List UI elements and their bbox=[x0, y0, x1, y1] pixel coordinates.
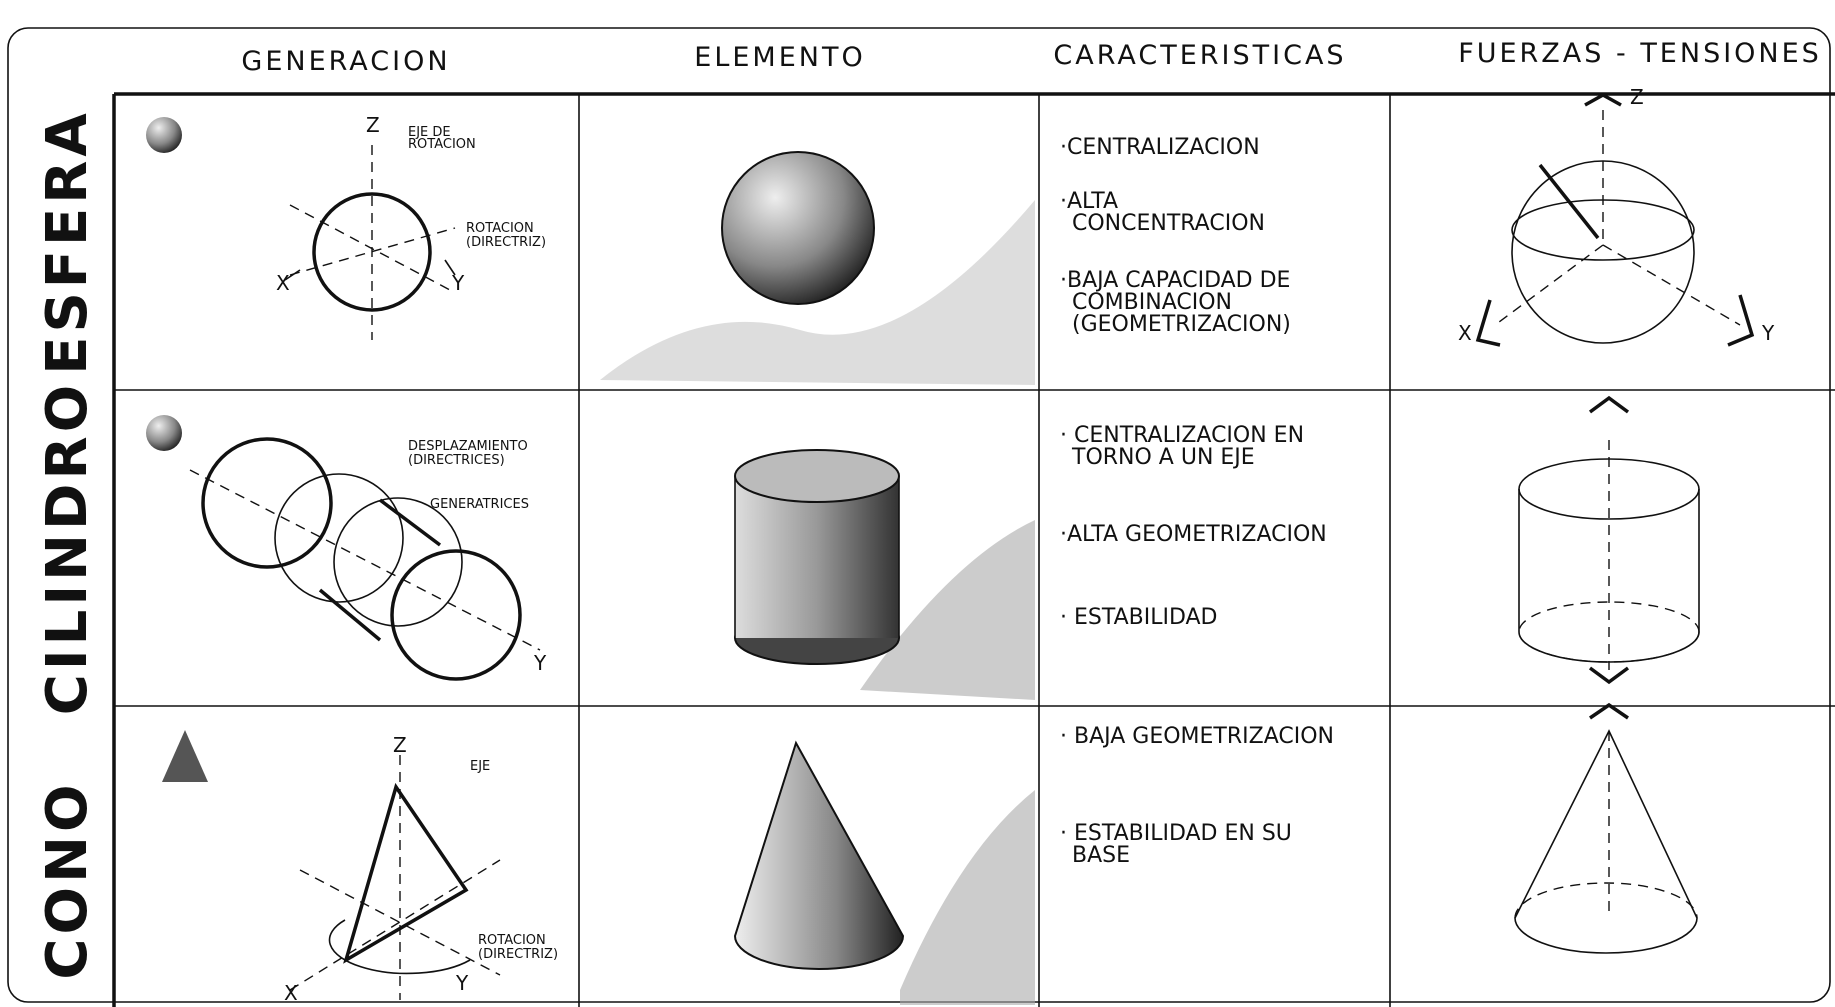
cone-forces bbox=[1514, 702, 1698, 954]
annotation: DESPLAZAMIENTO bbox=[408, 439, 528, 454]
annotation: Y bbox=[451, 271, 465, 295]
annotation: Z bbox=[393, 733, 407, 757]
characteristic: ·CENTRALIZACION bbox=[1060, 135, 1260, 160]
characteristic: ·BAJA CAPACIDAD DE bbox=[1060, 268, 1290, 293]
annotation: ROTACION bbox=[478, 933, 546, 948]
annotation: Y bbox=[455, 971, 469, 995]
sphere bbox=[721, 151, 875, 305]
annotation: ROTACION bbox=[466, 221, 534, 236]
characteristic: ·ALTA GEOMETRIZACION bbox=[1060, 522, 1327, 547]
characteristic: ·ALTA bbox=[1060, 189, 1118, 214]
characteristic: · BAJA GEOMETRIZACION bbox=[1060, 724, 1334, 749]
ground bbox=[900, 790, 1035, 1005]
annotation: X bbox=[284, 981, 298, 1005]
grid bbox=[114, 94, 1835, 1007]
annotation: X bbox=[276, 271, 290, 295]
annotation: Y bbox=[1761, 321, 1775, 345]
cylinder-forces bbox=[1518, 395, 1700, 685]
characteristic: · CENTRALIZACION EN bbox=[1060, 423, 1304, 448]
column-header: CARACTERISTICAS bbox=[1053, 40, 1346, 71]
sphere-generation bbox=[284, 145, 456, 340]
characteristic: · ESTABILIDAD bbox=[1060, 605, 1218, 630]
annotation: X bbox=[1458, 321, 1472, 345]
annotation: ROTACION bbox=[408, 137, 476, 152]
column-header: ELEMENTO bbox=[694, 42, 865, 73]
ground bbox=[860, 520, 1035, 700]
icon bbox=[146, 117, 182, 153]
cone bbox=[733, 740, 905, 970]
annotation: (DIRECTRIZ) bbox=[466, 235, 546, 250]
characteristic: CONCENTRACION bbox=[1072, 211, 1265, 236]
annotation: EJE bbox=[470, 759, 490, 774]
cone-generation bbox=[289, 755, 501, 1000]
ground bbox=[600, 200, 1035, 385]
characteristic: TORNO A UN EJE bbox=[1071, 445, 1255, 470]
annotation: Z bbox=[1630, 85, 1644, 109]
cylinder bbox=[734, 449, 900, 503]
cylinder-generation bbox=[189, 437, 541, 681]
annotation: Z bbox=[366, 113, 380, 137]
characteristic: · ESTABILIDAD EN SU bbox=[1060, 821, 1292, 846]
annotation: Y bbox=[533, 651, 547, 675]
annotation: (DIRECTRICES) bbox=[408, 453, 505, 468]
column-header: GENERACION bbox=[241, 46, 450, 77]
row-label: CILINDRO bbox=[35, 381, 100, 716]
icon bbox=[162, 730, 208, 782]
annotation: EJE DE bbox=[408, 125, 451, 140]
characteristic: BASE bbox=[1072, 843, 1130, 868]
row-label: CONO bbox=[35, 780, 100, 979]
characteristic: (GEOMETRIZACION) bbox=[1072, 312, 1291, 337]
characteristic: COMBINACION bbox=[1072, 290, 1232, 315]
icon bbox=[146, 415, 182, 451]
sphere-forces bbox=[1475, 92, 1755, 347]
row-label: ESFERA bbox=[35, 109, 100, 375]
annotation: (DIRECTRIZ) bbox=[478, 947, 558, 962]
column-header: FUERZAS - TENSIONES bbox=[1458, 38, 1822, 69]
annotation: GENERATRICES bbox=[430, 497, 529, 512]
